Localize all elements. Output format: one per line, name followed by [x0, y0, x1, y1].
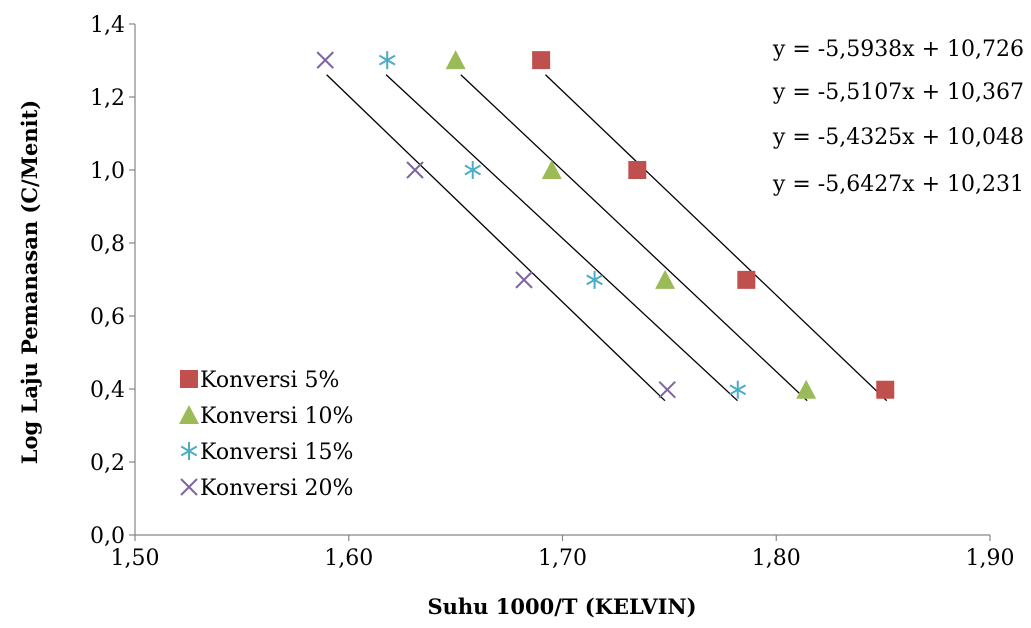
x-tick-label: 1,60 [324, 546, 373, 571]
x-axis-title: Suhu 1000/T (KELVIN) [427, 594, 696, 619]
trendline-equation: y = -5,4325x + 10,048 [772, 125, 1024, 150]
trendline-equation: y = -5,5107x + 10,367 [772, 80, 1024, 105]
y-tick-label: 0,4 [90, 378, 125, 403]
legend-marker [180, 370, 198, 388]
y-tick-label: 0,0 [90, 524, 125, 549]
trendline-equations: y = -5,5938x + 10,726 y = -5,5107x + 10,3… [772, 37, 1024, 197]
trendlines [326, 74, 888, 402]
marker-konversi-15 [729, 380, 747, 399]
y-tick-label: 0,8 [90, 232, 125, 257]
legend-label: Konversi 5% [200, 368, 339, 393]
marker-konversi-5 [628, 161, 647, 179]
x-tick-label: 1,80 [752, 546, 801, 571]
marker-konversi-10 [541, 160, 562, 179]
x-tick-label: 1,90 [966, 546, 1015, 571]
marker-konversi-15 [378, 51, 396, 70]
marker-konversi-20 [406, 161, 424, 179]
x-tick-label: 1,70 [538, 546, 587, 571]
marker-konversi-5 [876, 380, 895, 399]
trendline-konversi-5 [545, 74, 888, 402]
marker-konversi-10 [655, 269, 676, 289]
legend-label: Konversi 15% [200, 440, 353, 465]
marker-konversi-10 [796, 379, 817, 399]
y-tick-label: 1,4 [90, 13, 125, 38]
marker-konversi-20 [658, 381, 676, 399]
y-tick-label: 0,6 [90, 305, 125, 330]
trendline-konversi-20 [326, 74, 666, 402]
y-tick-label: 1,0 [90, 159, 125, 184]
marker-konversi-5 [532, 51, 551, 70]
tick-labels: 1,50 1,60 1,70 1,80 1,90 0,0 0,2 0,4 0,6 0,8 1,0 1,… [90, 13, 1014, 571]
legend: Konversi 5% Konversi 10% Konversi 15% Konve… [179, 368, 353, 501]
marker-konversi-10 [445, 50, 466, 70]
legend-marker [180, 478, 198, 496]
legend-label: Konversi 20% [200, 476, 353, 501]
y-tick-label: 1,2 [90, 86, 125, 111]
marker-konversi-15 [586, 270, 603, 289]
marker-konversi-5 [737, 270, 756, 289]
legend-marker [180, 442, 198, 460]
trendline-equation: y = -5,5938x + 10,726 [772, 37, 1024, 62]
legend-label: Konversi 10% [200, 404, 353, 429]
marker-konversi-20 [316, 51, 334, 69]
y-axis-title: Log Laju Pemanasan (C/Menit) [17, 100, 42, 464]
trendline-equation: y = -5,6427x + 10,231 [772, 172, 1024, 197]
y-tick-label: 0,2 [90, 451, 125, 476]
trendline-konversi-10 [460, 74, 808, 402]
legend-marker [179, 405, 199, 424]
data-markers [316, 50, 895, 399]
marker-konversi-20 [515, 271, 533, 289]
trendline-konversi-15 [385, 74, 738, 402]
marker-konversi-15 [464, 161, 482, 179]
x-tick-label: 1,50 [111, 546, 160, 571]
